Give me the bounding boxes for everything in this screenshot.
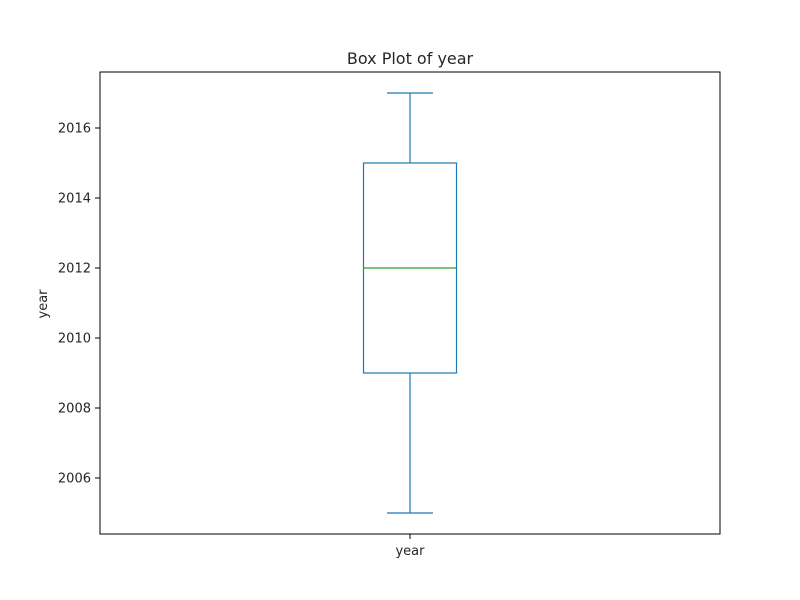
y-tick-label: 2016 [58, 122, 91, 137]
y-tick-label: 2010 [58, 332, 91, 347]
chart-title: Box Plot of year [347, 49, 474, 68]
y-tick-label: 2014 [58, 192, 91, 207]
y-axis-label: year [36, 289, 51, 319]
y-tick-label: 2012 [58, 262, 91, 277]
x-axis: year [395, 534, 425, 559]
chart-marks [362, 92, 458, 514]
y-tick-label: 2008 [58, 402, 91, 417]
y-axis: 2006 2008 2010 2012 2014 2016 [58, 122, 100, 487]
x-tick-label: year [395, 544, 425, 559]
y-tick-label: 2006 [58, 472, 91, 487]
